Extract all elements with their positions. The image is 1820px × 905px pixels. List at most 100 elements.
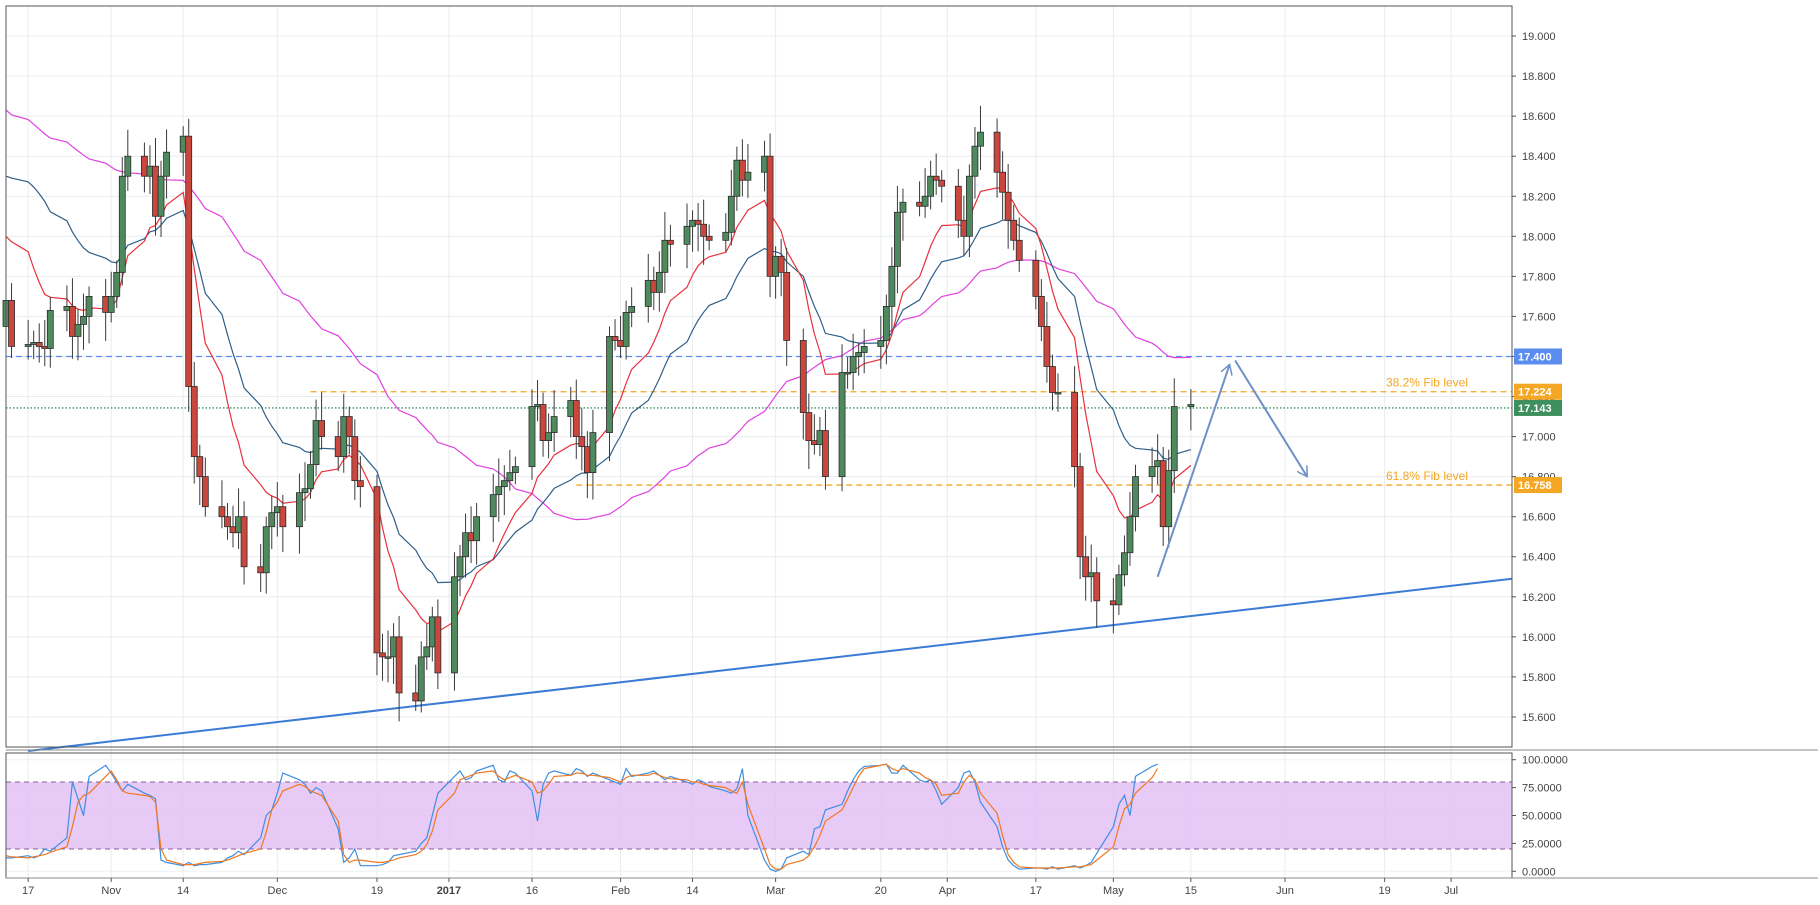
candle bbox=[705, 224, 713, 251]
candle-body-down bbox=[224, 516, 231, 528]
candle bbox=[1037, 279, 1045, 342]
candle-body-up bbox=[528, 406, 536, 468]
candle bbox=[799, 328, 807, 440]
stochastic-k-line bbox=[6, 763, 1158, 872]
candle bbox=[379, 633, 386, 681]
candle bbox=[700, 199, 708, 265]
candle-body-up bbox=[567, 400, 575, 417]
candle-body-up bbox=[606, 336, 613, 433]
candle bbox=[1015, 217, 1023, 272]
x-axis-tick-label: 19 bbox=[1379, 885, 1391, 897]
candle-body-down bbox=[611, 336, 619, 341]
candle-body-down bbox=[700, 223, 708, 237]
candle-body-down bbox=[777, 255, 785, 273]
candle-body-up bbox=[921, 195, 929, 207]
candle-body-up bbox=[894, 211, 901, 267]
axes: 19.000 18.800 18.600 18.400 18.200 18.000 17.8… bbox=[22, 31, 1568, 897]
trendline-layer bbox=[28, 577, 1513, 752]
candle bbox=[1093, 557, 1101, 628]
x-axis-tick-label: Jul bbox=[1444, 885, 1458, 897]
candle-body-up bbox=[495, 486, 503, 496]
candle bbox=[783, 247, 791, 366]
candle-body-down bbox=[190, 386, 198, 458]
candle bbox=[185, 118, 193, 412]
candle bbox=[738, 139, 746, 197]
candle bbox=[622, 300, 630, 360]
y-axis-tick-label: 18.000 bbox=[1522, 231, 1556, 243]
candle bbox=[777, 239, 785, 297]
candle-body-down bbox=[783, 271, 791, 341]
candle-body-up bbox=[927, 175, 935, 197]
candle bbox=[722, 213, 730, 252]
candle-body-up bbox=[473, 516, 481, 542]
candle bbox=[1115, 564, 1123, 615]
candle-body-down bbox=[218, 506, 226, 518]
candle bbox=[1049, 354, 1056, 411]
candle-body-up bbox=[124, 155, 132, 177]
candle bbox=[118, 157, 126, 286]
candle-body-up bbox=[301, 488, 309, 494]
candle-body-down bbox=[279, 506, 287, 528]
stochastic-d-line bbox=[5, 763, 1159, 870]
candle bbox=[268, 495, 276, 550]
candle-body-up bbox=[384, 656, 392, 659]
candle bbox=[882, 294, 890, 365]
candle-body-down bbox=[960, 219, 968, 237]
candle-body-down bbox=[694, 219, 702, 225]
candle bbox=[1082, 535, 1090, 601]
candle-body-down bbox=[578, 436, 586, 447]
candle bbox=[999, 151, 1007, 220]
x-axis-tick-label: Jun bbox=[1276, 885, 1294, 897]
candle-body-up bbox=[296, 492, 303, 528]
candle-body-down bbox=[1109, 600, 1117, 606]
candle bbox=[1032, 250, 1040, 310]
candle-body-up bbox=[30, 342, 38, 345]
candle-body-down bbox=[356, 480, 364, 488]
candle bbox=[822, 409, 829, 490]
candle-body-down bbox=[196, 456, 204, 478]
candle-body-down bbox=[41, 346, 49, 349]
price-panel-frame bbox=[5, 5, 1513, 748]
candle-body-up bbox=[1165, 470, 1173, 528]
candle-body-down bbox=[141, 155, 148, 177]
stochastic-lines bbox=[5, 763, 1159, 872]
candle-body-down bbox=[8, 299, 15, 347]
candle-body-up bbox=[733, 159, 741, 197]
candle-body-up bbox=[838, 372, 846, 478]
candle bbox=[1076, 452, 1084, 580]
candle-body-up bbox=[550, 416, 558, 433]
candle bbox=[196, 444, 204, 506]
candle-body-down bbox=[1076, 466, 1084, 558]
y-axis-tick-label: 18.800 bbox=[1522, 71, 1556, 83]
candle-body-up bbox=[235, 516, 242, 534]
candle-body-up bbox=[1187, 404, 1195, 407]
candlesticks bbox=[2, 105, 1195, 722]
candle-body-up bbox=[727, 195, 735, 233]
candle-body-up bbox=[622, 312, 630, 347]
stochastic-band bbox=[6, 781, 1512, 850]
candle bbox=[644, 253, 652, 323]
candle bbox=[628, 287, 636, 328]
candle bbox=[805, 393, 813, 470]
candle-body-down bbox=[351, 436, 359, 482]
price-label-text: 17.400 bbox=[1518, 351, 1552, 363]
candle-body-up bbox=[689, 219, 696, 227]
candle bbox=[1165, 449, 1173, 548]
candle bbox=[451, 552, 458, 691]
candle bbox=[572, 379, 580, 459]
candle-body-down bbox=[993, 131, 1001, 173]
x-axis-tick-label: Mar bbox=[766, 885, 785, 897]
candle bbox=[218, 480, 226, 529]
candle-body-up bbox=[107, 295, 115, 313]
candle bbox=[384, 630, 392, 683]
support-trendline bbox=[28, 577, 1513, 752]
candle-body-down bbox=[822, 430, 829, 478]
stoch-axis-tick-label: 50.0000 bbox=[1522, 811, 1562, 823]
candle-body-down bbox=[257, 566, 265, 574]
candle-body-down bbox=[434, 616, 442, 674]
candle bbox=[855, 342, 863, 376]
candle-body-up bbox=[545, 432, 553, 441]
candle-body-up bbox=[1170, 406, 1178, 472]
candle-body-up bbox=[307, 464, 314, 490]
candle-body-up bbox=[1148, 466, 1156, 478]
